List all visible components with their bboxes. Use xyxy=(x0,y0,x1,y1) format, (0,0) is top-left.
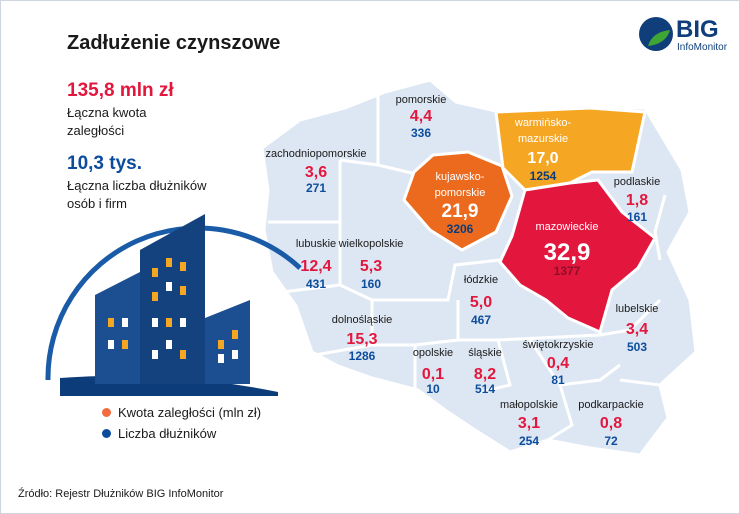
region-amount: 0,4 xyxy=(547,355,569,372)
region-count: 431 xyxy=(306,277,326,291)
region-amount: 17,0 xyxy=(527,150,558,167)
total-amount-label: Łączna kwota zaległości xyxy=(67,104,147,140)
region-amount: 4,4 xyxy=(410,108,432,125)
region-count: 10 xyxy=(426,382,440,396)
region-name: opolskie xyxy=(413,347,453,359)
arc-decoration xyxy=(45,225,302,381)
region-name: warmińsko-mazurskie xyxy=(514,117,572,145)
region-label-opolskie: opolskie 0,110 xyxy=(413,347,453,396)
region-name: zachodniopomorskie xyxy=(266,148,367,160)
region-amount: 32,9 xyxy=(544,239,591,266)
region-label-lubelskie: lubelskie 3,4 503 xyxy=(616,303,659,354)
total-debtors-label: Łączna liczba dłużników osób i firm xyxy=(67,177,206,213)
region-name: małopolskie xyxy=(500,399,558,411)
tower-left xyxy=(95,272,140,384)
total-debtors-label-line1: Łączna liczba dłużników xyxy=(67,178,207,193)
legend-count-label: Liczba dłużników xyxy=(118,426,217,441)
building-illustration xyxy=(45,214,302,396)
region-count: 1254 xyxy=(530,169,557,183)
region-label-warminsko-mazurskie: warmińsko-mazurskie 17,0 1254 xyxy=(514,117,572,183)
region-count: 271 xyxy=(306,181,326,195)
region-mazowieckie xyxy=(498,178,657,335)
region-name: śląskie xyxy=(468,347,502,359)
region-amount: 3,4 xyxy=(626,321,648,338)
region-amount: 15,3 xyxy=(346,331,377,348)
big-logo-icon xyxy=(639,17,673,51)
region-amount: 12,4 xyxy=(300,258,331,275)
region-name: podkarpackie xyxy=(578,399,643,411)
windows-orange xyxy=(108,258,238,359)
windows-white xyxy=(108,282,238,363)
region-name: podlaskie xyxy=(614,176,660,188)
legend-amount-dot xyxy=(102,408,111,417)
region-amount: 0,1 xyxy=(422,366,444,383)
region-name: dolnośląskie xyxy=(332,314,393,326)
region-label-malopolskie: małopolskie 3,1 254 xyxy=(500,399,558,448)
tower-right xyxy=(205,300,250,384)
region-count: 336 xyxy=(411,126,431,140)
region-amount: 3,6 xyxy=(305,164,327,181)
region-label-podkarpackie: podkarpackie 0,8 72 xyxy=(578,399,643,448)
region-name: wielkopolskie xyxy=(338,238,404,250)
source-note: Źródło: Rejestr Dłużników BIG InfoMonito… xyxy=(18,488,224,500)
region-count: 503 xyxy=(627,340,647,354)
region-count: 1377 xyxy=(554,264,581,278)
region-amount: 5,0 xyxy=(470,294,492,311)
region-count: 514 xyxy=(475,382,495,396)
region-name: lubelskie xyxy=(616,303,659,315)
region-count: 1286 xyxy=(349,349,376,363)
region-count: 467 xyxy=(471,313,491,327)
region-count: 254 xyxy=(519,434,539,448)
region-name: świętokrzyskie xyxy=(523,339,594,351)
legend-amount-label: Kwota zaległości (mln zł) xyxy=(118,405,262,420)
total-amount-label-line1: Łączna kwota xyxy=(67,105,147,120)
page-title: Zadłużenie czynszowe xyxy=(67,32,281,54)
region-amount: 3,1 xyxy=(518,415,540,432)
total-amount-label-line2: zaległości xyxy=(67,123,125,138)
region-amount: 0,8 xyxy=(600,415,622,432)
region-label-wielkopolskie: wielkopolskie 5,3 160 xyxy=(338,238,404,291)
region-borders xyxy=(268,94,667,442)
region-label-lubuskie: lubuskie 12,4 431 xyxy=(296,238,336,291)
legend-count-dot xyxy=(102,429,111,438)
region-label-lodzkie: łódzkie 5,0 467 xyxy=(464,274,498,327)
region-kujawsko-pomorskie xyxy=(402,150,514,252)
region-name: łódzkie xyxy=(464,274,498,286)
region-amount: 8,2 xyxy=(474,366,496,383)
region-name: pomorskie xyxy=(396,94,447,106)
region-name: mazowieckie xyxy=(536,221,599,233)
total-debtors-value: 10,3 tys. xyxy=(67,153,142,174)
region-amount: 1,8 xyxy=(626,192,648,209)
region-name: lubuskie xyxy=(296,238,336,250)
region-count: 161 xyxy=(627,210,647,224)
region-amount: 21,9 xyxy=(442,201,479,222)
region-warminsko-mazurskie xyxy=(494,106,647,192)
total-amount-value: 135,8 mln zł xyxy=(67,80,174,101)
region-count: 72 xyxy=(604,434,618,448)
logo-subtitle: InfoMonitor xyxy=(677,42,728,53)
region-label-swietokrzyskie: świętokrzyskie 0,481 xyxy=(523,339,594,387)
region-amount: 5,3 xyxy=(360,258,382,275)
logo-name: BIG xyxy=(676,16,719,43)
region-name: kujawsko-pomorskie xyxy=(435,171,486,199)
region-count: 3206 xyxy=(447,222,474,236)
tower-main xyxy=(140,214,205,384)
region-count: 81 xyxy=(551,373,565,387)
total-debtors-label-line2: osób i firm xyxy=(67,196,127,211)
region-count: 160 xyxy=(361,277,381,291)
